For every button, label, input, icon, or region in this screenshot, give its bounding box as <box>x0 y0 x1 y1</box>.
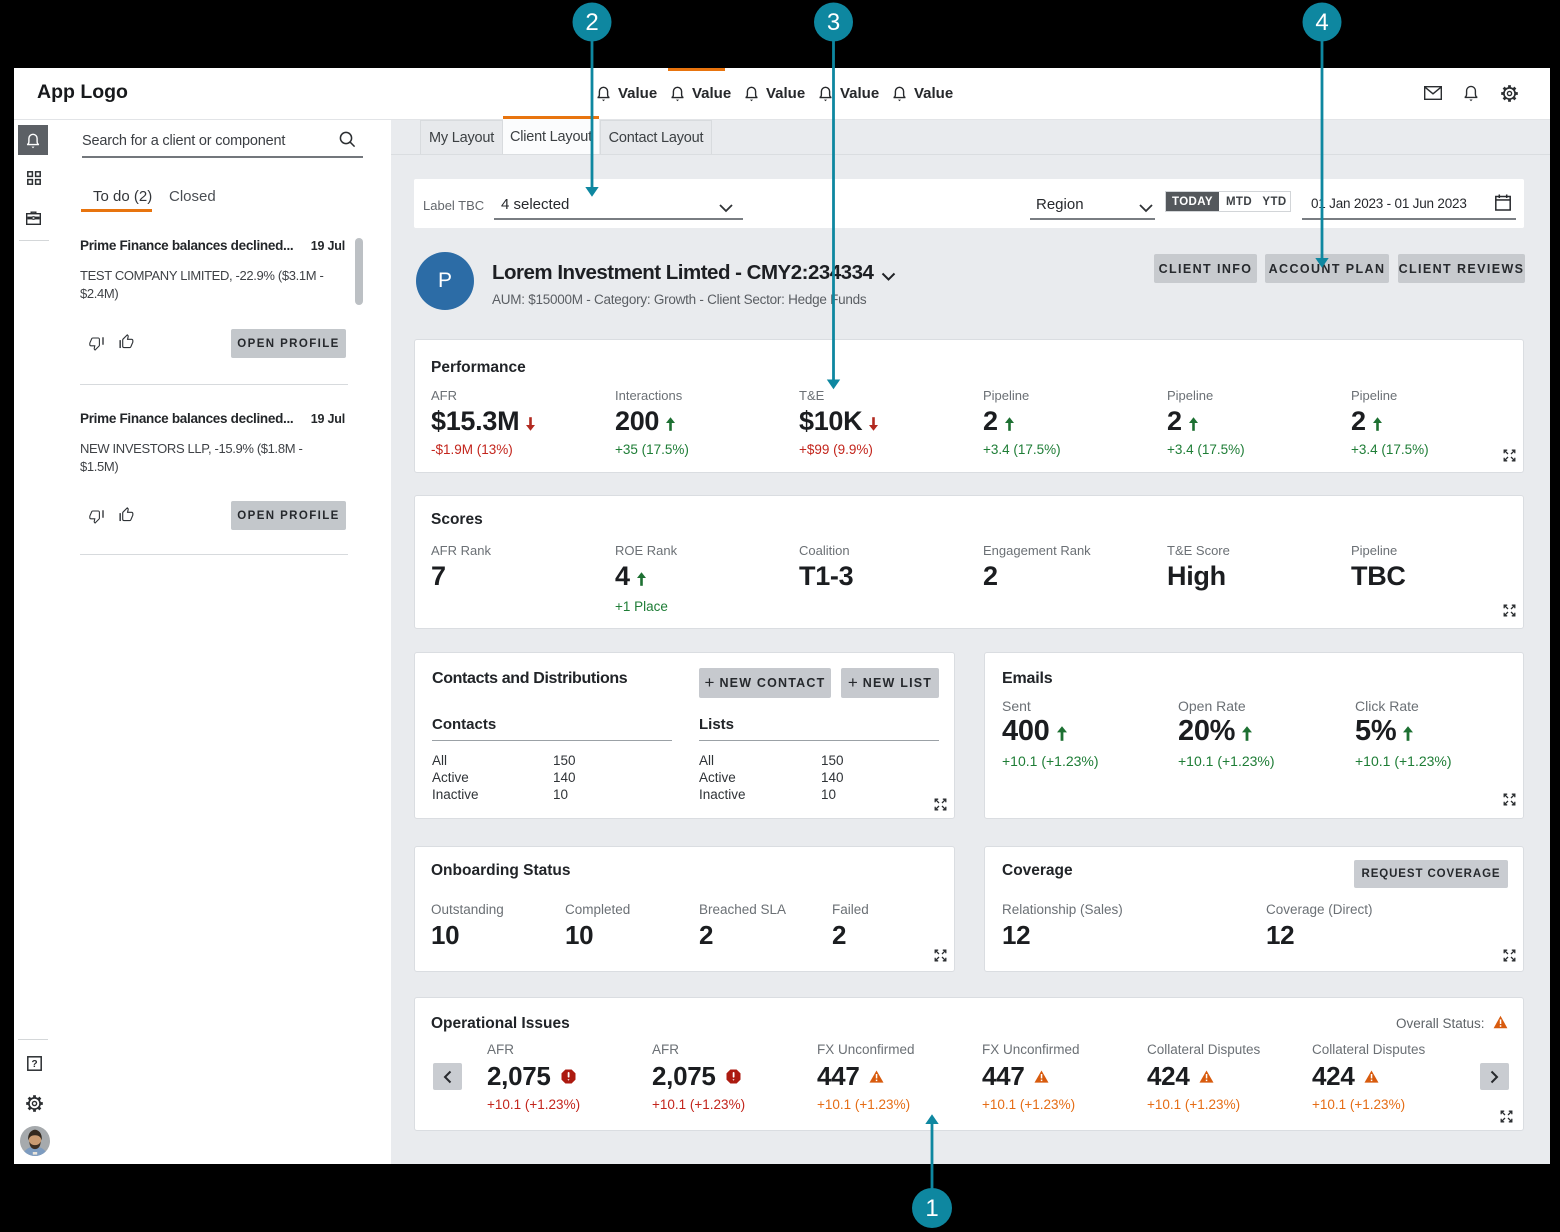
svg-text:2: 2 <box>585 9 598 36</box>
svg-text:3: 3 <box>827 9 840 36</box>
svg-text:4: 4 <box>1315 9 1328 36</box>
svg-text:1: 1 <box>925 1195 938 1222</box>
svg-text:?: ? <box>31 1059 37 1070</box>
